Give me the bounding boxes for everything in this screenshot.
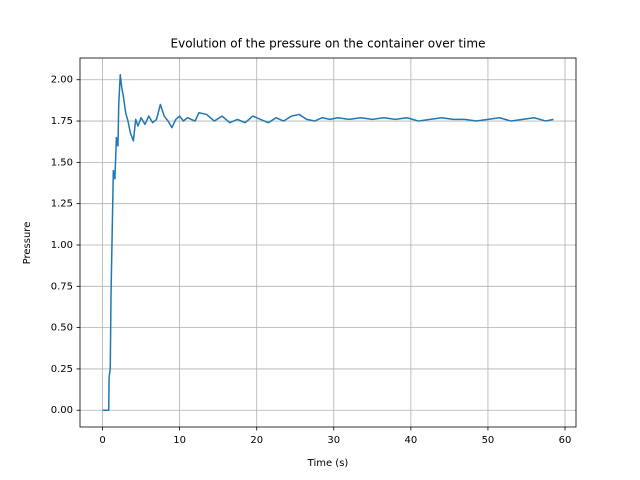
x-axis-label: Time (s) [307, 458, 349, 469]
y-axis-label: Pressure [22, 222, 33, 265]
y-tick-label: 1.00 [51, 240, 73, 251]
y-tick-label: 0.00 [51, 405, 73, 416]
x-tick-label: 20 [250, 435, 263, 446]
y-tick-label: 0.75 [51, 281, 73, 292]
y-tick-label: 2.00 [51, 75, 73, 86]
plot-frame [79, 57, 577, 428]
x-tick-label: 50 [482, 435, 495, 446]
x-tick-label: 30 [327, 435, 340, 446]
y-tick-label: 0.25 [51, 364, 73, 375]
x-tick-label: 60 [559, 435, 572, 446]
data-line [102, 74, 554, 411]
y-tick-label: 1.50 [51, 157, 73, 168]
x-tick-label: 10 [173, 435, 186, 446]
x-tick-label: 0 [99, 435, 105, 446]
y-tick-label: 1.75 [51, 116, 73, 127]
chart-title: Evolution of the pressure on the contain… [171, 37, 486, 51]
y-tick-label: 0.50 [51, 323, 73, 334]
x-tick-label: 40 [404, 435, 417, 446]
y-tick-label: 1.25 [51, 199, 73, 210]
